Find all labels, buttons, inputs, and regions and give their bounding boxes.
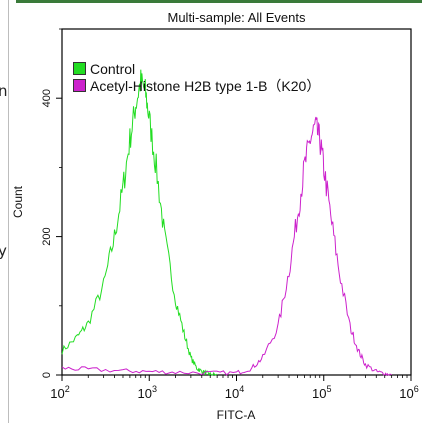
legend-entry-acetyl-histone: Acetyl-Histone H2B type 1-B（K20） xyxy=(73,77,320,94)
legend-label-control: Control xyxy=(90,61,135,77)
x-tick-label-0: 102 xyxy=(50,384,69,401)
y-tick-label-1: 200 xyxy=(41,227,53,245)
y-axis-label: Count xyxy=(11,185,25,218)
x-axis-label: FITC-A xyxy=(217,408,256,422)
x-tick-label-1: 103 xyxy=(138,384,157,401)
y-tick-label-0: 0 xyxy=(41,372,53,378)
legend-entry-control: Control xyxy=(73,60,320,77)
legend-swatch-control xyxy=(73,62,86,75)
series-line-0 xyxy=(62,70,217,375)
legend-swatch-acetyl-histone xyxy=(73,79,86,92)
x-tick-label-3: 105 xyxy=(312,384,331,401)
legend: Control Acetyl-Histone H2B type 1-B（K20） xyxy=(73,60,320,94)
x-axis: 102 103 104 105 106 xyxy=(50,375,418,401)
x-tick-label-4: 106 xyxy=(399,384,418,401)
y-tick-label-2: 400 xyxy=(41,89,53,107)
series-layer xyxy=(62,70,392,375)
y-axis: 0 200 400 xyxy=(41,29,62,378)
x-tick-label-2: 104 xyxy=(225,384,244,401)
series-line-1 xyxy=(62,117,392,375)
legend-label-acetyl-histone: Acetyl-Histone H2B type 1-B（K20） xyxy=(90,76,320,96)
